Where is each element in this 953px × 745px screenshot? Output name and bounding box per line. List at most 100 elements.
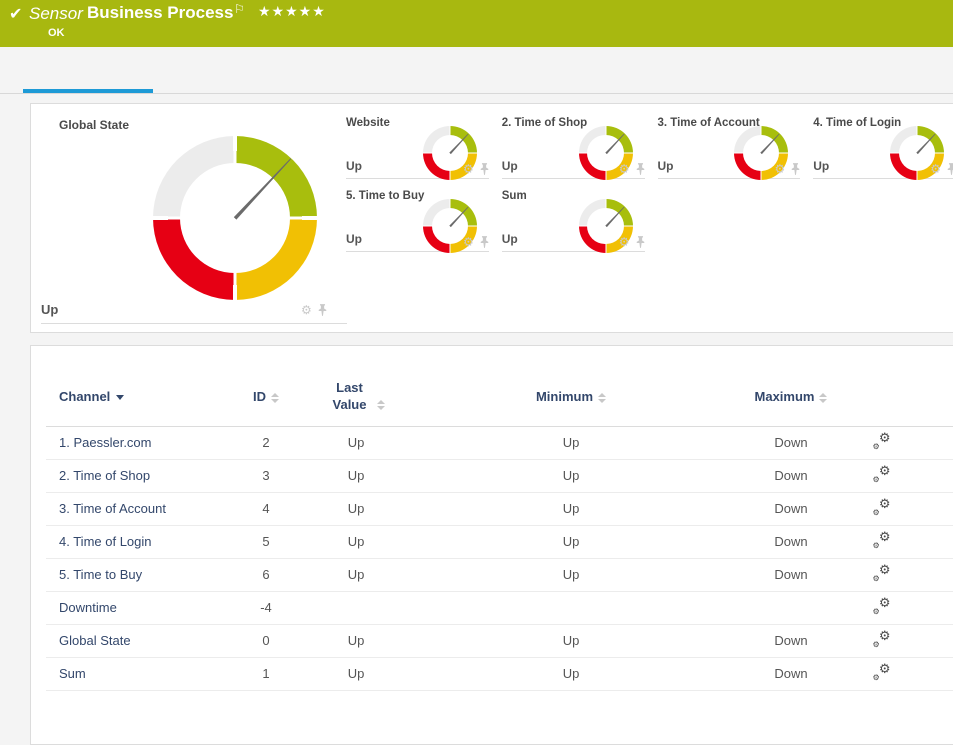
channel-id: 6 — [262, 567, 270, 582]
pin-icon[interactable] — [480, 236, 489, 248]
gear-small-icon: ⚙ — [872, 507, 880, 517]
gear-icon[interactable]: ⚙ — [930, 162, 941, 176]
channel-gauge — [578, 199, 633, 253]
gauge-needle — [604, 205, 625, 227]
gear-icon[interactable]: ⚙ — [462, 162, 474, 176]
channel-minimum: Up — [562, 534, 580, 549]
channel-status: Up — [501, 232, 518, 246]
gear-small-icon: ⚙ — [872, 441, 880, 451]
channel-last-value: Up — [347, 567, 365, 582]
channel-link[interactable]: Downtime — [59, 600, 117, 615]
gauge-needle — [233, 156, 293, 219]
channel-settings-icon[interactable]: ⚙ ⚙ — [872, 430, 891, 451]
column-header-minimum[interactable]: Minimum — [421, 368, 721, 426]
active-tab-underline — [23, 89, 153, 93]
channel-settings-icon[interactable]: ⚙ ⚙ — [872, 661, 891, 682]
gear-icon: ⚙ — [878, 594, 891, 610]
channel-status: Up — [41, 302, 59, 317]
gear-icon[interactable]: ⚙ — [618, 235, 630, 249]
sort-icon — [598, 392, 607, 403]
object-kind-label: Sensor — [29, 4, 83, 23]
channel-settings-icon[interactable]: ⚙ ⚙ — [872, 528, 891, 550]
column-header-id[interactable]: ID — [241, 368, 291, 426]
channel-settings-icon[interactable]: ⚙ ⚙ — [872, 627, 891, 649]
channel-minimum: Up — [562, 666, 580, 681]
channel-minimum: Up — [562, 468, 580, 483]
table-row: Sum 1 Up Up Down ⚙ ⚙ — [46, 657, 953, 690]
channel-link[interactable]: 3. Time of Account — [59, 501, 166, 516]
gear-icon: ⚙ — [878, 627, 891, 643]
gear-icon: ⚙ — [878, 495, 891, 511]
channel-last-value — [291, 591, 421, 624]
mini-gauge-panel: Website Up ⚙ — [346, 111, 489, 180]
sensor-status-bar: ✔ Sensor Business Process ⚐ ★★★★★ OK — [0, 0, 953, 47]
table-row: 2. Time of Shop 3 Up Up Down ⚙ ⚙ — [46, 459, 953, 492]
priority-stars[interactable]: ★★★★★ — [258, 3, 326, 19]
table-row: 1. Paessler.com 2 Up Up Down ⚙ ⚙ — [46, 426, 953, 459]
gear-icon[interactable]: ⚙ — [774, 162, 786, 176]
column-label: Maximum — [754, 389, 815, 405]
sensor-title: Business Process — [87, 3, 234, 22]
column-label: Last Value — [332, 379, 367, 412]
channel-table-body: 1. Paessler.com 2 Up Up Down ⚙ ⚙ 2. Time… — [46, 426, 953, 690]
channel-last-value: Up — [347, 633, 365, 648]
channel-minimum: Up — [562, 435, 580, 450]
channel-last-value: Up — [347, 435, 365, 450]
gear-icon[interactable]: ⚙ — [301, 303, 312, 317]
channels-table: Channel ID Last Value Minimum Maximum 1.… — [46, 368, 953, 691]
pin-icon[interactable] — [636, 163, 645, 175]
gear-icon[interactable]: ⚙ — [462, 235, 474, 249]
pin-icon[interactable] — [947, 163, 953, 175]
channel-gauge — [890, 126, 944, 180]
overview-card: Global State Up ⚙ Website Up ⚙ 2. Time o… — [30, 103, 953, 333]
sort-icon — [376, 400, 385, 411]
channel-maximum: Down — [774, 633, 808, 648]
gauge-needle — [604, 132, 625, 154]
channel-link[interactable]: Sum — [59, 666, 86, 681]
pin-icon[interactable] — [318, 304, 327, 316]
gear-small-icon: ⚙ — [872, 672, 880, 682]
column-header-last-value[interactable]: Last Value — [291, 368, 421, 426]
gauge-needle — [449, 205, 470, 227]
priority-flag-icon[interactable]: ⚐ — [234, 2, 245, 16]
mini-gauge-panel: 2. Time of Shop Up ⚙ — [501, 111, 645, 180]
channel-last-value: Up — [347, 534, 365, 549]
table-row: 4. Time of Login 5 Up Up Down ⚙ ⚙ — [46, 525, 953, 558]
channel-id: 4 — [262, 501, 270, 516]
gear-small-icon: ⚙ — [872, 573, 880, 583]
channel-link[interactable]: 5. Time to Buy — [59, 567, 143, 582]
gear-icon[interactable]: ⚙ — [618, 162, 630, 176]
channel-maximum: Down — [774, 501, 808, 516]
mini-gauge-panel: 5. Time to Buy Up ⚙ — [346, 184, 489, 253]
channel-maximum: Down — [774, 567, 808, 582]
pin-icon[interactable] — [480, 163, 489, 175]
column-header-maximum[interactable]: Maximum — [721, 368, 861, 426]
table-row: 5. Time to Buy 6 Up Up Down ⚙ ⚙ — [46, 558, 953, 591]
channel-link[interactable]: 2. Time of Shop — [59, 468, 151, 483]
table-row: Global State 0 Up Up Down ⚙ ⚙ — [46, 624, 953, 657]
panel-title: Global State — [59, 118, 130, 132]
channel-status: Up — [657, 159, 674, 173]
channel-minimum: Up — [562, 567, 580, 582]
channel-settings-icon[interactable]: ⚙ ⚙ — [872, 463, 891, 484]
panel-title: Website — [346, 117, 390, 129]
column-header-channel[interactable]: Channel — [46, 368, 241, 426]
channel-settings-icon[interactable]: ⚙ ⚙ — [872, 495, 891, 517]
channel-maximum: Down — [774, 468, 808, 483]
channel-link[interactable]: 1. Paessler.com — [59, 435, 152, 450]
channel-settings-icon[interactable]: ⚙ ⚙ — [872, 562, 891, 583]
sort-icon — [271, 392, 279, 403]
gauge-needle — [449, 132, 470, 154]
channel-settings-icon[interactable]: ⚙ ⚙ — [872, 594, 891, 616]
channel-id: 2 — [262, 435, 270, 450]
channel-link[interactable]: Global State — [59, 633, 131, 648]
channel-minimum — [421, 591, 721, 624]
channel-status: Up — [501, 159, 518, 173]
pin-icon[interactable] — [791, 163, 800, 175]
pin-icon[interactable] — [636, 236, 645, 248]
gear-icon: ⚙ — [878, 528, 891, 544]
panel-divider — [41, 323, 347, 324]
global-state-gauge — [153, 136, 317, 300]
channel-maximum — [721, 591, 861, 624]
channel-link[interactable]: 4. Time of Login — [59, 534, 152, 549]
